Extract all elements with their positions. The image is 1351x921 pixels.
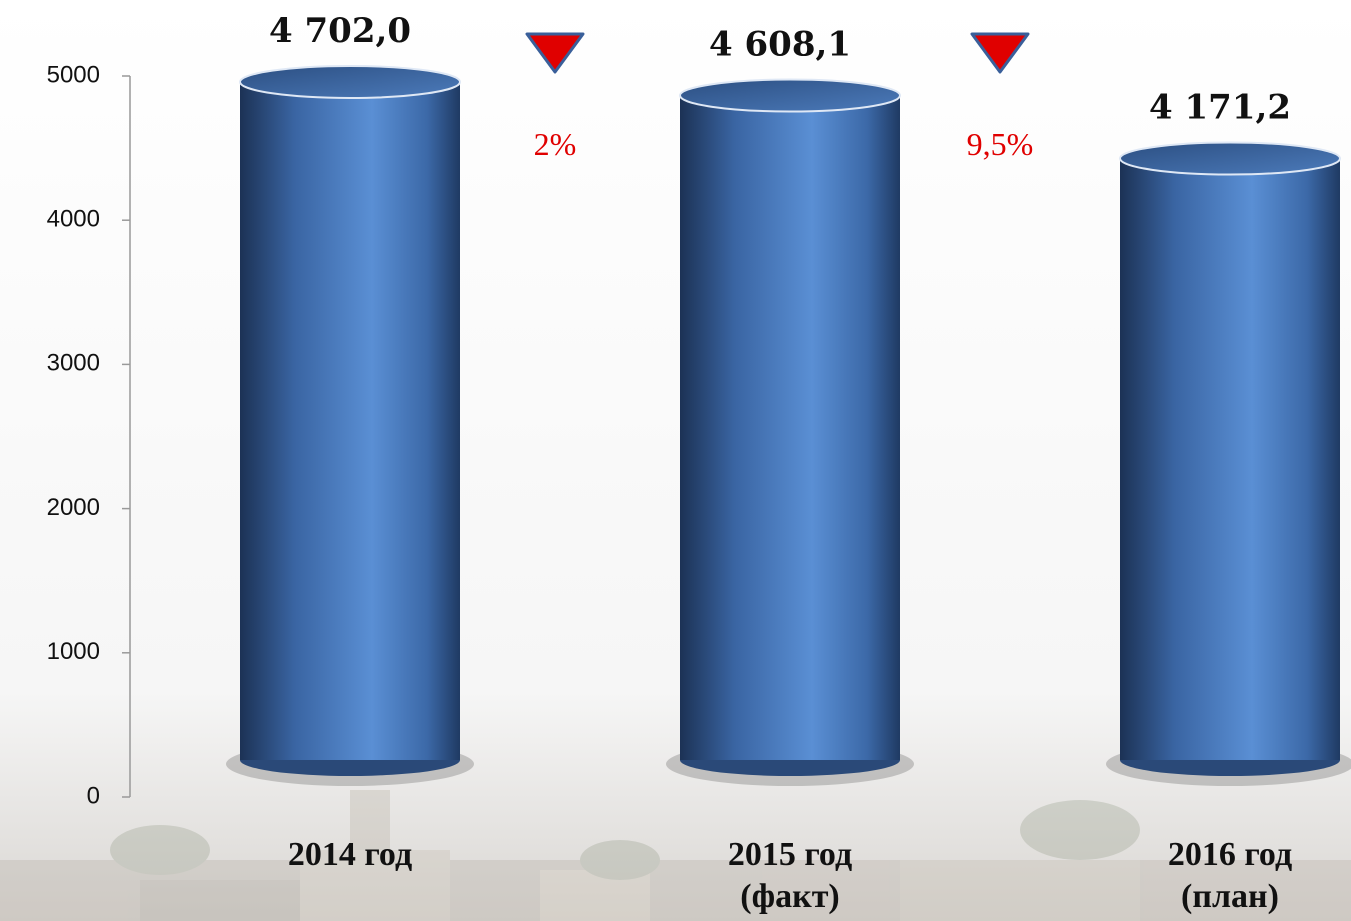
x-tick-label: 2015 год (факт) bbox=[728, 836, 852, 915]
town-backdrop bbox=[0, 790, 1351, 921]
x-tick-label-line: 2016 год bbox=[1168, 836, 1292, 873]
annotation: 9,5% bbox=[967, 126, 1034, 162]
bar bbox=[680, 95, 900, 761]
y-tick-label: 5000 bbox=[47, 61, 100, 88]
x-tick-label-line: 2015 год bbox=[728, 836, 852, 873]
value-label: 4 171,2 bbox=[1149, 88, 1291, 128]
decrease-marker bbox=[970, 32, 1030, 74]
annotation: 2% bbox=[534, 126, 577, 162]
decrease-marker bbox=[525, 32, 585, 74]
x-tick-label: 2014 год bbox=[288, 836, 412, 873]
y-tick-label: 0 bbox=[87, 782, 100, 809]
bar bbox=[240, 81, 460, 760]
x-tick-label-line: (факт) bbox=[740, 878, 839, 915]
bar bbox=[1120, 158, 1340, 761]
x-tick-label-line: (план) bbox=[1181, 878, 1279, 915]
value-label: 4 702,0 bbox=[269, 11, 411, 51]
bar-top bbox=[239, 64, 461, 99]
x-tick-label: 2016 год (план) bbox=[1168, 836, 1292, 915]
x-tick-label-line: 2014 год bbox=[288, 836, 412, 873]
y-tick-label: 4000 bbox=[47, 206, 100, 233]
bar-top bbox=[1119, 141, 1341, 176]
bar-top bbox=[679, 78, 901, 113]
value-label: 4 608,1 bbox=[709, 25, 851, 65]
y-tick-label: 3000 bbox=[47, 350, 100, 377]
y-tick-label: 1000 bbox=[47, 638, 100, 665]
y-tick-label: 2000 bbox=[47, 494, 100, 521]
